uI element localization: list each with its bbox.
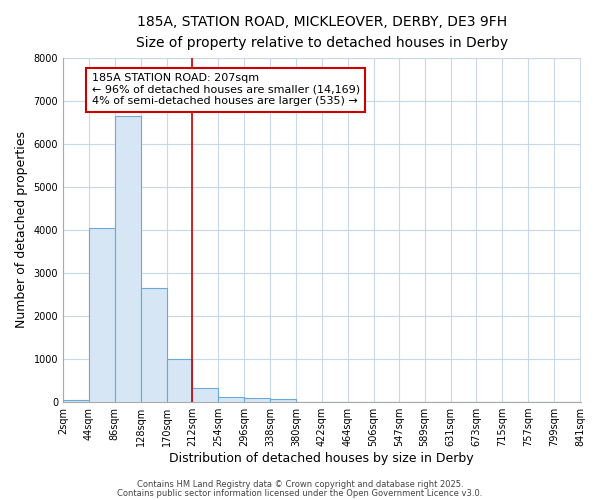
Bar [218,397,244,402]
Text: Contains HM Land Registry data © Crown copyright and database right 2025.: Contains HM Land Registry data © Crown c… [137,480,463,489]
Text: Contains public sector information licensed under the Open Government Licence v3: Contains public sector information licen… [118,489,482,498]
Bar [167,359,193,402]
Bar [89,228,115,402]
Bar [193,388,218,402]
Y-axis label: Number of detached properties: Number of detached properties [15,132,28,328]
Text: 185A STATION ROAD: 207sqm
← 96% of detached houses are smaller (14,169)
4% of se: 185A STATION ROAD: 207sqm ← 96% of detac… [92,73,359,106]
Bar [244,398,270,402]
Bar [140,288,167,402]
X-axis label: Distribution of detached houses by size in Derby: Distribution of detached houses by size … [169,452,474,465]
Bar [115,116,140,402]
Bar [270,399,296,402]
Title: 185A, STATION ROAD, MICKLEOVER, DERBY, DE3 9FH
Size of property relative to deta: 185A, STATION ROAD, MICKLEOVER, DERBY, D… [136,15,508,50]
Bar [63,400,89,402]
